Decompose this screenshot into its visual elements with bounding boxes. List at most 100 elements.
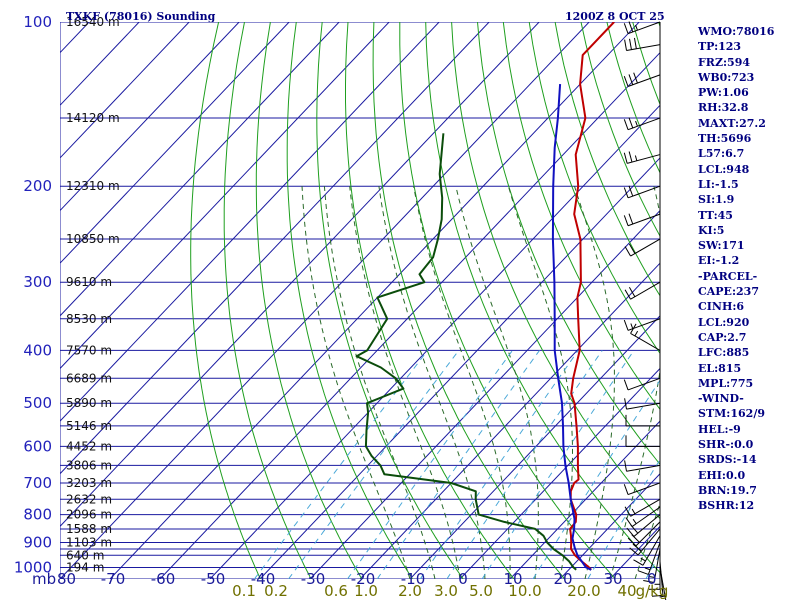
- isotherm: [60, 22, 340, 317]
- wind-barb: [623, 185, 661, 199]
- stability-indices-panel: WMO:78016 TP:123 FRZ:594 WB0:723 PW:1.06 RH:3…: [698, 24, 774, 514]
- wind-barb-flag: [623, 215, 629, 226]
- index-item: BSHR:12: [698, 499, 755, 513]
- wind-barb-flag: [633, 559, 644, 566]
- wind-barb-staff: [627, 74, 661, 87]
- wind-barb-staff: [637, 528, 661, 556]
- mixing-ratio-label: 20.0: [567, 582, 600, 600]
- dry-adiabat: [451, 22, 660, 520]
- index-item: CINH:6: [698, 300, 745, 314]
- dry-adiabat: [286, 22, 413, 579]
- wind-barb-half-flag: [659, 595, 666, 598]
- dry-adiabat: [528, 22, 660, 355]
- wind-barb: [623, 377, 661, 391]
- dry-adiabat: [372, 22, 565, 579]
- index-item: STM:162/9: [698, 407, 765, 421]
- pressure-label: 600: [23, 437, 52, 455]
- wind-barb-flag: [626, 527, 635, 537]
- wind-barb-flag: [627, 537, 637, 547]
- wind-barb-staff: [630, 498, 661, 517]
- wind-barb-flag: [624, 398, 628, 410]
- wind-barb-staff: [626, 44, 661, 51]
- dry-adiabat: [502, 22, 660, 411]
- index-item: CAP:2.7: [698, 330, 747, 344]
- temperature-tick-label: -70: [101, 570, 126, 588]
- isotherm: [60, 22, 490, 475]
- index-item: WMO:78016: [698, 25, 775, 38]
- wind-barb-staff: [626, 464, 661, 472]
- index-item: RH:32.8: [698, 101, 749, 115]
- index-item: SRDS:-14: [698, 453, 757, 467]
- wind-barb-flag: [624, 39, 628, 51]
- sounding-time: 1200Z 8 OCT 25: [565, 10, 665, 23]
- mixing-ratio-label: 40: [617, 582, 636, 600]
- height-label: 5146 m: [66, 419, 112, 433]
- wind-barb-half-flag: [640, 557, 646, 562]
- moist-adiabat: [323, 186, 436, 579]
- wind-barb-half-flag: [634, 330, 639, 337]
- wind-barb-staff: [627, 21, 661, 35]
- wind-barb-flag: [633, 37, 637, 49]
- mixing-ratio-line: [288, 350, 460, 579]
- temperature-tick-label: -60: [151, 570, 176, 588]
- mixing-ratio-line: [347, 350, 513, 579]
- height-label: 16540 m: [66, 15, 120, 29]
- pressure-unit-label: mb: [32, 570, 56, 588]
- temperature-tick-label: 80: [57, 570, 76, 588]
- wind-barb-flag: [623, 379, 629, 391]
- isotherm: [60, 22, 540, 528]
- wind-barbs: [623, 21, 667, 600]
- wind-barb-flag: [651, 594, 664, 597]
- wind-barb-flag: [623, 75, 629, 87]
- index-item: KI:5: [698, 223, 725, 237]
- wind-barb-staff: [631, 506, 661, 527]
- dry-adiabat: [223, 22, 312, 579]
- height-label: 640 m: [66, 548, 104, 562]
- index-item: TT:45: [698, 208, 733, 222]
- isotherm: [60, 22, 440, 422]
- pressure-label: 500: [23, 394, 52, 412]
- wind-barb: [623, 151, 661, 164]
- wind-barb-half-flag: [634, 155, 638, 161]
- index-item: SW:171: [698, 239, 745, 253]
- isotherm: [459, 367, 660, 579]
- index-item: TH:5696: [698, 132, 752, 146]
- wind-barb-half-flag: [631, 508, 636, 515]
- pressure-label: 1000: [14, 558, 52, 576]
- mixing-ratio-label: g/kg: [636, 582, 669, 600]
- wind-barb-staff: [627, 482, 661, 496]
- dry-adiabat: [255, 22, 363, 579]
- wind-barb: [624, 460, 661, 472]
- isotherm: [60, 22, 390, 370]
- wind-barb-half-flag: [649, 576, 656, 579]
- index-item: WB0:723: [698, 70, 755, 84]
- index-item: LCL:948: [698, 162, 750, 176]
- index-item: FRZ:594: [698, 55, 751, 69]
- wind-barb-flag: [628, 243, 636, 254]
- wind-barb-staff: [630, 281, 661, 300]
- isotherm: [259, 157, 660, 579]
- isotherm: [309, 209, 660, 579]
- pressure-label: 900: [23, 533, 52, 551]
- temperature-tick-label: 10: [503, 570, 522, 588]
- temperature-tick-label: -50: [201, 570, 226, 588]
- wind-barb-staff: [630, 332, 661, 351]
- pressure-label: 300: [23, 273, 52, 291]
- index-item: LFC:885: [698, 346, 750, 360]
- dewpoint-trace: [355, 133, 577, 571]
- wind-barb-staff: [627, 117, 661, 131]
- wind-barb-staff: [642, 535, 661, 566]
- wind-barb: [633, 535, 661, 566]
- height-label: 6689 m: [66, 371, 112, 385]
- wind-barb-staff: [647, 542, 661, 575]
- height-label: 10850 m: [66, 232, 120, 246]
- index-item: TP:123: [698, 40, 742, 54]
- wind-barb: [623, 318, 661, 331]
- mixing-ratio-line: [532, 379, 660, 579]
- wind-barb-half-flag: [630, 323, 634, 329]
- isotherm: [359, 262, 660, 579]
- wind-barb-staff: [630, 238, 661, 257]
- pressure-label: 800: [23, 506, 52, 524]
- wind-barb: [625, 435, 660, 447]
- wind-barb-flag: [624, 506, 631, 517]
